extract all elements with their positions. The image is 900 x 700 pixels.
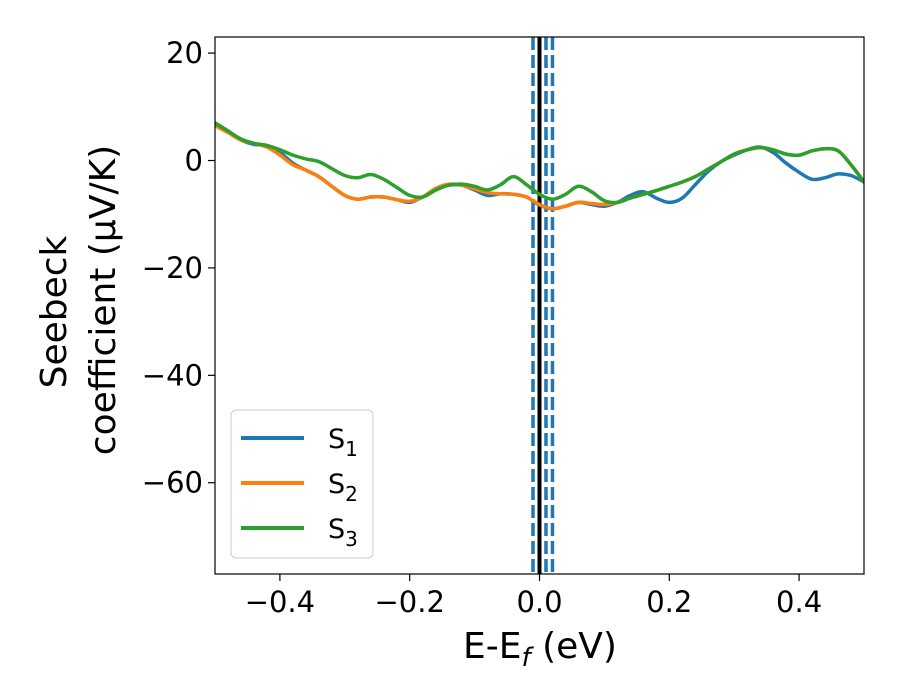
x-tick-label: −0.2: [374, 585, 444, 619]
legend-label-s3: S3: [328, 514, 358, 551]
y-axis-ticks: 20 0 −20 −40 −60: [142, 36, 215, 500]
legend-items: S1 S2 S3: [241, 424, 358, 551]
vertical-lines: [531, 37, 555, 574]
legend-label-s1: S1: [328, 424, 358, 461]
y-tick-label: −40: [142, 358, 203, 392]
x-tick-label: −0.4: [245, 585, 315, 619]
x-axis-label-main: E-E: [463, 626, 521, 667]
series-lines: [215, 121, 864, 211]
x-axis-label: E-Ef (eV): [463, 626, 617, 673]
y-tick-label: 20: [166, 36, 203, 70]
y-tick-label: −20: [142, 251, 203, 285]
series-line-s3: [215, 121, 864, 205]
y-axis-label-line1: Seebeck: [34, 235, 75, 388]
legend-label-s2: S2: [328, 469, 358, 506]
x-axis-label-unit: (eV): [531, 626, 617, 667]
y-axis-label-line2: coefficient (μV/K): [83, 145, 124, 455]
y-tick-label: 0: [185, 144, 203, 178]
y-tick-label: −60: [142, 466, 203, 500]
x-axis-ticks: −0.4 −0.2 0.0 0.2 0.4: [245, 574, 822, 619]
x-tick-label: 0.4: [776, 585, 822, 619]
x-tick-label: 0.2: [646, 585, 692, 619]
legend: S1 S2 S3: [230, 409, 374, 559]
x-tick-label: 0.0: [516, 585, 562, 619]
